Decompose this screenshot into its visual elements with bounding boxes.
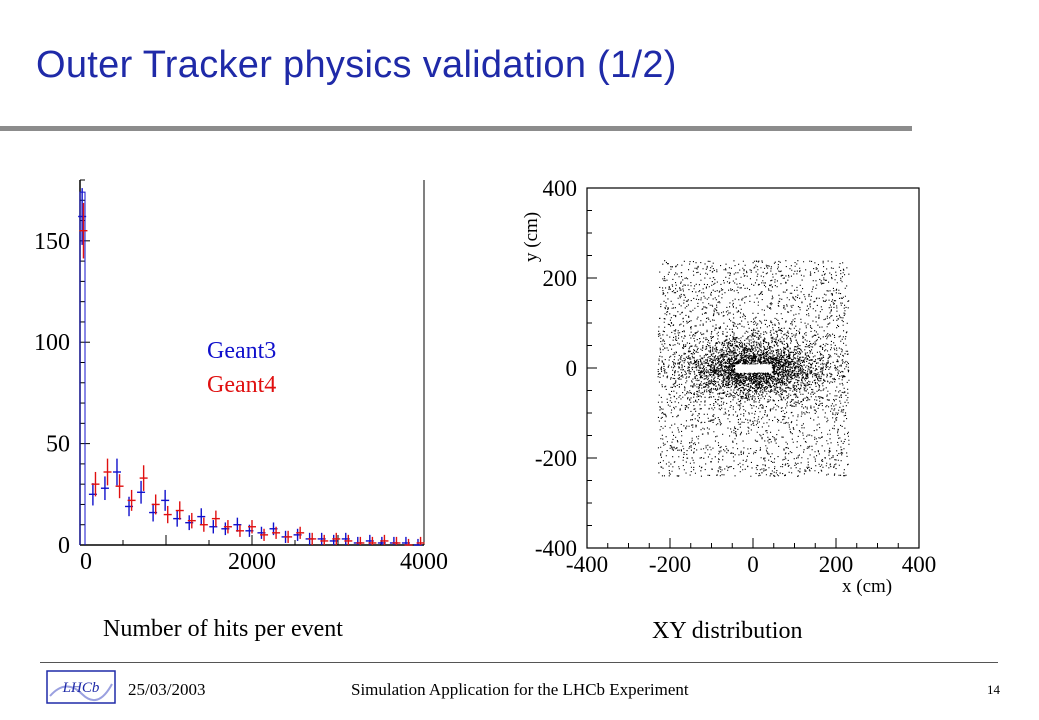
geant4-point xyxy=(320,534,329,545)
hits-histogram: 0 50 100 150 0 2000 4000 Geant3 Geant4 xyxy=(34,179,448,575)
hist-x-tick-label: 4000 xyxy=(400,549,448,575)
hist-caption: Number of hits per event xyxy=(103,616,343,642)
geant4-point xyxy=(416,536,425,545)
geant4-point xyxy=(284,530,293,543)
geant4-point xyxy=(248,520,256,534)
geant4-point xyxy=(308,532,317,545)
xy-scatter: -400 -200 0 200 400 400 200 0 -200 -400 y (cm) x … xyxy=(521,176,936,597)
geant4-point xyxy=(91,471,100,497)
hist-y-tick-label: 150 xyxy=(34,229,70,255)
title-divider xyxy=(0,126,912,131)
xy-y-tick-label: -400 xyxy=(535,536,577,561)
geant4-point xyxy=(368,536,377,545)
geant4-point xyxy=(272,526,281,539)
legend-geant4: Geant4 xyxy=(207,372,276,398)
geant4-point xyxy=(127,489,136,511)
slide-title: Outer Tracker physics validation (1/2) xyxy=(36,44,677,86)
geant4-point xyxy=(139,465,148,491)
geant4-point xyxy=(151,494,160,515)
geant4-point xyxy=(175,501,184,520)
geant4-point xyxy=(115,474,124,499)
footer-date: 25/03/2003 xyxy=(128,680,206,699)
geant3-point xyxy=(112,458,121,486)
geant4-point xyxy=(103,458,112,486)
xy-y-tick-label: -200 xyxy=(535,446,577,471)
geant4-point xyxy=(163,505,172,524)
hist-y-tick-label: 50 xyxy=(46,432,70,458)
xy-y-axis-label: y (cm) xyxy=(521,212,542,262)
hist-y-tick-label: 100 xyxy=(34,330,70,356)
geant4-point xyxy=(235,524,244,537)
legend-geant3: Geant3 xyxy=(207,338,276,364)
xy-x-tick-label: 200 xyxy=(819,552,854,577)
xy-hit-points xyxy=(657,260,850,477)
geant4-point xyxy=(392,536,401,545)
xy-x-tick-label: 400 xyxy=(902,552,937,577)
geant4-point xyxy=(223,520,232,534)
geant4-point xyxy=(356,536,365,545)
geant3-point xyxy=(197,508,206,525)
geant4-point xyxy=(380,534,389,545)
geant4-point xyxy=(199,517,208,532)
xy-frame xyxy=(586,187,920,549)
geant3-point xyxy=(137,480,146,504)
footer-title: Simulation Application for the LHCb Expe… xyxy=(351,680,689,699)
geant4-point xyxy=(260,528,269,541)
xy-x-tick-label: -400 xyxy=(566,552,608,577)
lhcb-logo: LHCb xyxy=(46,670,116,704)
geant3-point xyxy=(209,520,218,534)
geant3-point xyxy=(78,188,87,245)
geant4-point xyxy=(404,538,413,546)
xy-y-tick-label: 400 xyxy=(543,176,578,201)
geant4-point xyxy=(79,202,88,259)
geant4-point xyxy=(344,534,353,545)
footer-divider xyxy=(40,662,998,663)
xy-x-axis-label: x (cm) xyxy=(842,576,892,597)
xy-y-tick-label: 200 xyxy=(543,266,578,291)
geant4-point xyxy=(332,532,341,545)
xy-caption: XY distribution xyxy=(652,618,802,644)
logo-text: LHCb xyxy=(62,680,100,696)
xy-x-tick-label: -200 xyxy=(649,552,691,577)
hist-x-tick-label: 0 xyxy=(80,549,92,575)
xy-x-tick-label: 0 xyxy=(747,552,759,577)
geant4-point xyxy=(296,526,305,539)
geant4-point xyxy=(211,510,220,527)
page-number: 14 xyxy=(987,682,1000,697)
geant4-point xyxy=(187,512,196,529)
geant3-point xyxy=(161,489,170,511)
hist-y-tick-label: 0 xyxy=(58,533,70,559)
xy-y-tick-label: 0 xyxy=(566,356,578,381)
hist-x-tick-label: 2000 xyxy=(228,549,276,575)
geant3-point xyxy=(100,476,109,501)
